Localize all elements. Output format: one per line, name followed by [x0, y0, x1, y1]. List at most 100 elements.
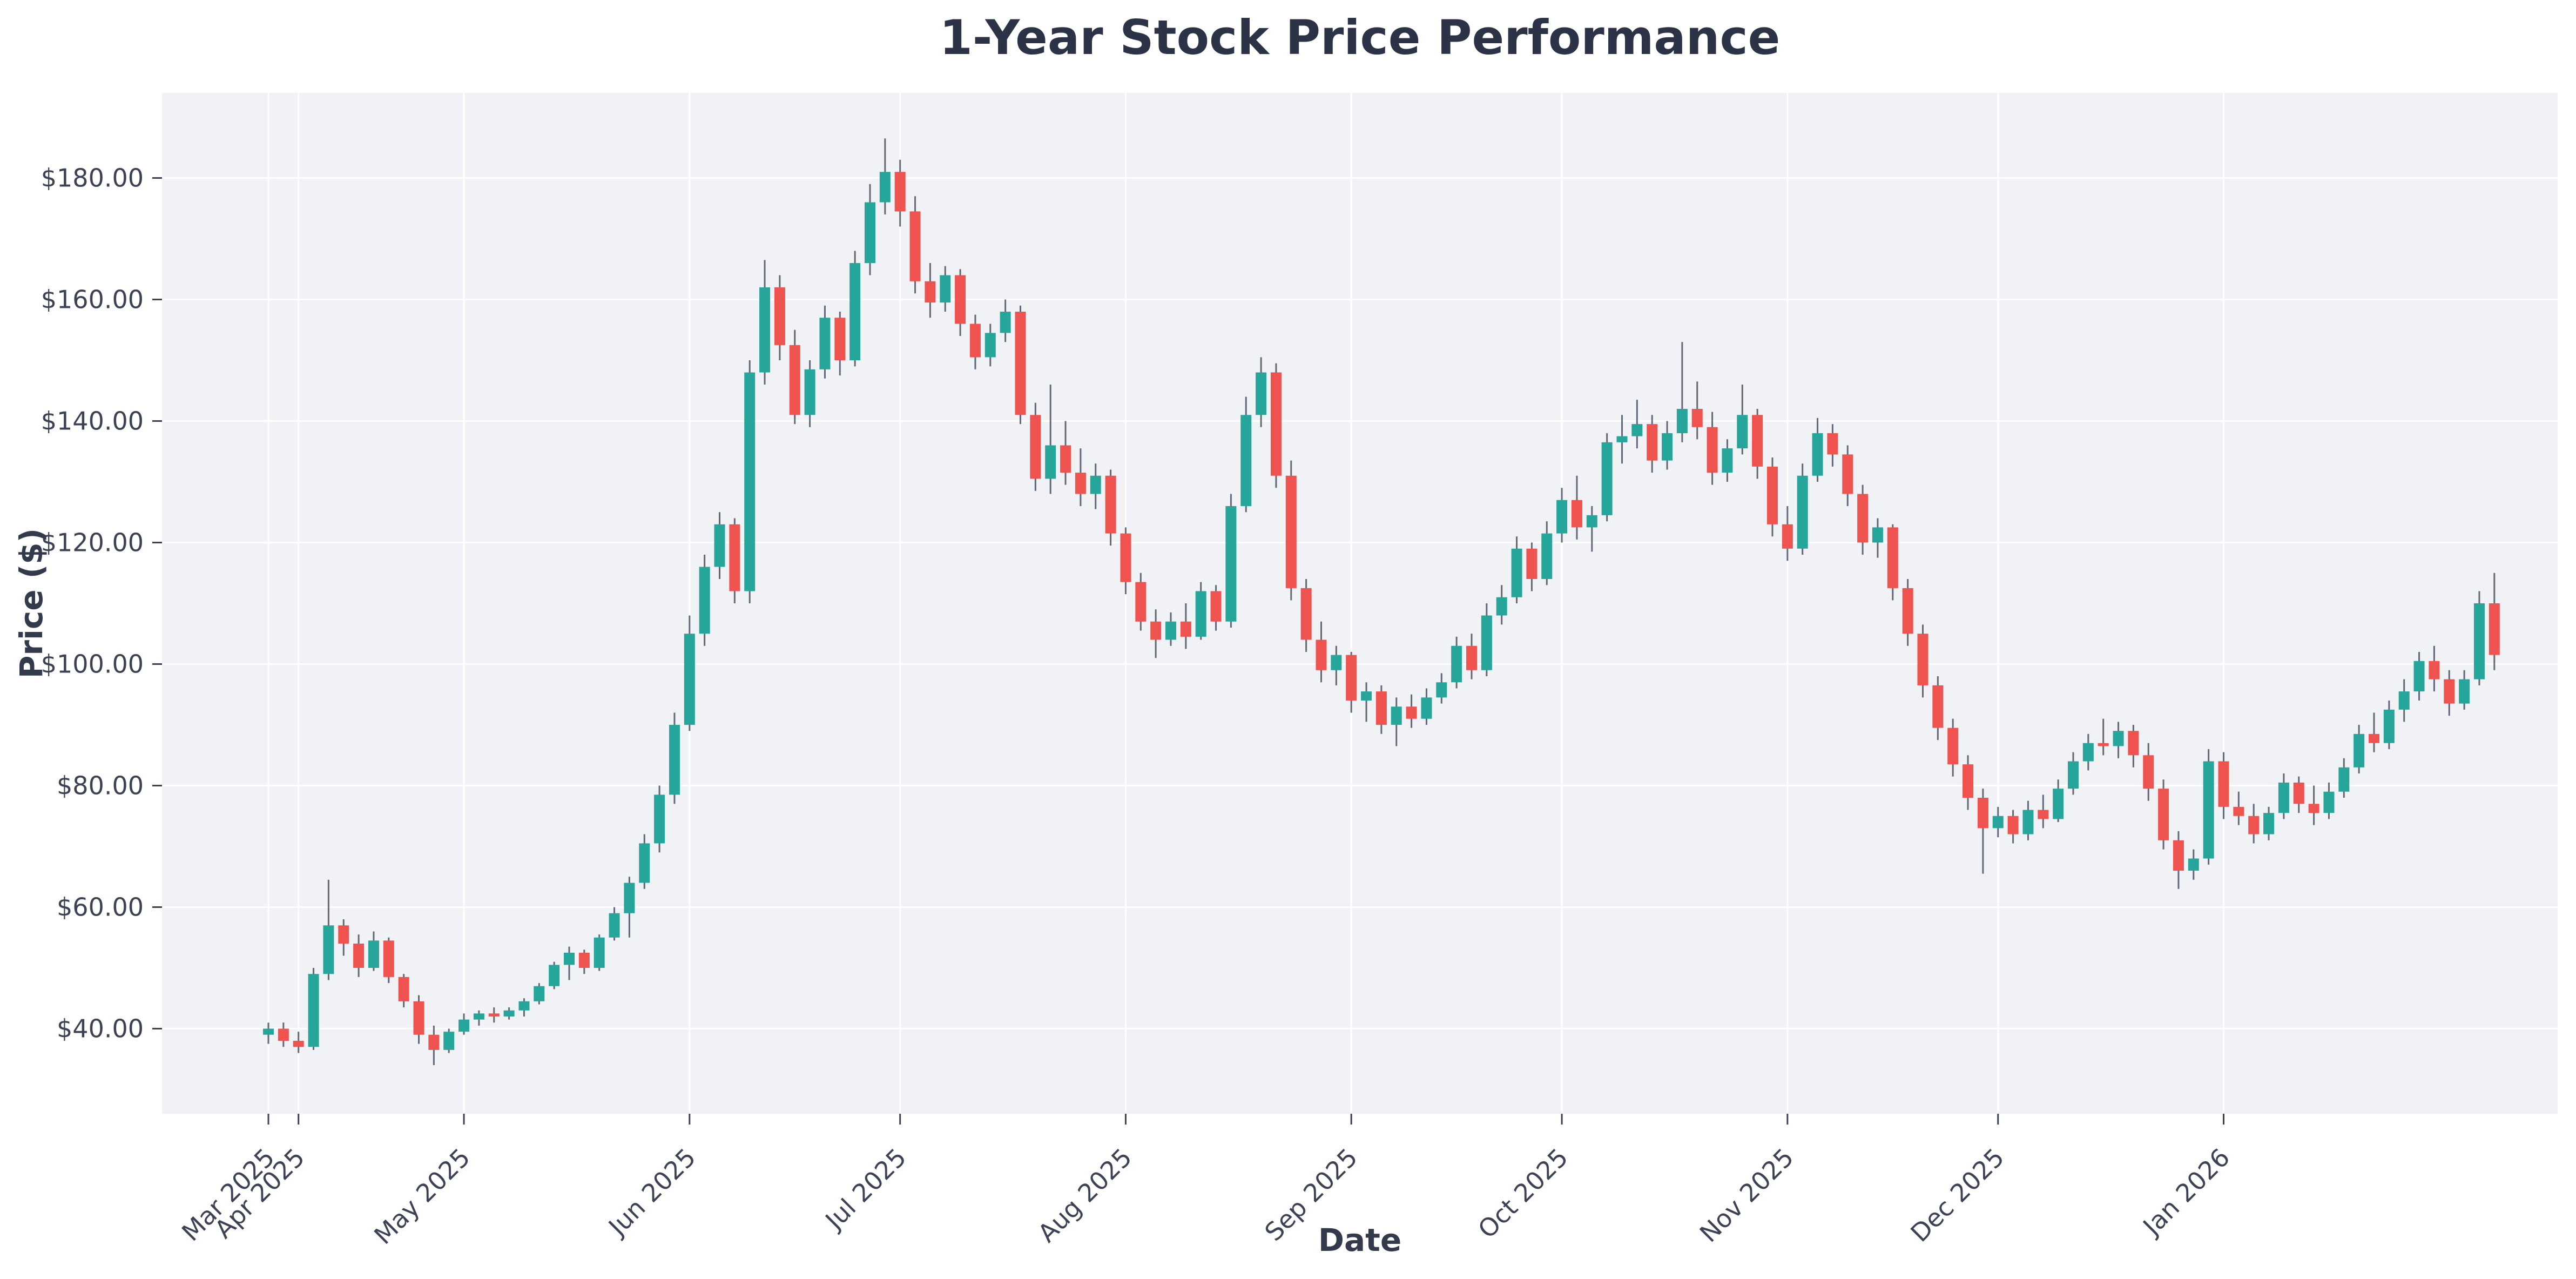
y-tick-label: $60.00 — [57, 893, 144, 922]
candle-down — [909, 211, 921, 281]
candle-up — [2398, 691, 2410, 710]
candle-down — [1571, 500, 1582, 528]
candle-up — [1331, 655, 1342, 670]
candle-up — [2082, 743, 2094, 762]
candle-down — [338, 925, 349, 944]
candle-down — [1782, 524, 1793, 549]
candle-down — [488, 1013, 500, 1017]
candle-up — [759, 287, 771, 373]
candle-down — [1466, 645, 1477, 670]
candle-down — [353, 944, 365, 968]
candle-up — [2459, 679, 2470, 704]
candle-up — [1662, 433, 1673, 461]
candle-down — [1015, 312, 1026, 415]
candle-down — [894, 172, 906, 212]
candle-up — [714, 524, 725, 567]
candle-down — [1375, 691, 1387, 725]
candle-up — [2263, 813, 2275, 834]
candle-down — [1857, 494, 1869, 543]
candle-down — [1210, 591, 1222, 622]
candle-up — [1451, 645, 1462, 683]
candle-up — [263, 1028, 274, 1035]
candle-up — [1361, 691, 1372, 701]
candle-down — [2158, 789, 2169, 840]
candle-up — [1045, 445, 1056, 479]
candle-up — [1631, 424, 1643, 436]
candle-up — [1496, 597, 1507, 616]
y-tick-label: $100.00 — [41, 650, 144, 679]
y-tick-label: $120.00 — [41, 528, 144, 557]
candle-up — [518, 1001, 530, 1011]
candle-up — [2338, 767, 2350, 792]
candle-up — [624, 883, 635, 913]
candle-down — [1300, 588, 1312, 640]
candle-up — [1225, 506, 1237, 622]
candle-up — [804, 369, 815, 415]
candle-down — [1150, 621, 1162, 640]
candle-up — [2203, 761, 2214, 859]
candle-up — [1090, 475, 1101, 494]
y-tick-label: $160.00 — [41, 285, 144, 314]
candle-up — [2278, 782, 2289, 813]
candle-down — [1030, 415, 1041, 479]
candle-down — [1060, 445, 1071, 473]
candle-up — [2413, 661, 2425, 692]
candle-down — [2293, 782, 2304, 804]
candle-up — [744, 372, 756, 591]
candle-down — [1842, 454, 1853, 494]
candle-up — [2022, 810, 2034, 834]
candle-up — [1586, 515, 1597, 528]
candle-down — [1977, 798, 1988, 829]
candle-up — [2473, 603, 2485, 679]
candle-up — [1812, 433, 1823, 476]
candle-down — [1406, 706, 1417, 719]
y-axis-title: Price ($) — [13, 528, 50, 679]
candle-down — [969, 324, 981, 358]
candle-down — [1767, 466, 1778, 524]
candle-up — [1992, 816, 2004, 829]
y-tick-label: $180.00 — [41, 164, 144, 193]
candle-down — [1947, 728, 1959, 765]
candle-up — [1000, 312, 1011, 333]
candle-up — [594, 937, 605, 968]
candle-up — [1556, 500, 1568, 534]
candle-down — [293, 1041, 304, 1047]
candle-up — [1616, 436, 1628, 442]
candle-down — [1887, 527, 1898, 588]
candle-down — [1691, 409, 1703, 427]
candle-up — [549, 965, 560, 986]
candle-up — [684, 634, 695, 725]
candle-up — [1256, 372, 1267, 415]
candle-up — [669, 725, 680, 795]
candle-up — [368, 940, 379, 968]
candle-down — [729, 524, 740, 591]
candle-down — [774, 287, 785, 345]
candle-down — [955, 275, 966, 324]
candle-down — [2143, 755, 2154, 789]
candle-up — [1797, 475, 1808, 549]
candle-down — [2173, 840, 2184, 871]
y-tick-label: $40.00 — [57, 1014, 144, 1044]
candle-down — [398, 977, 409, 1001]
candle-up — [1436, 682, 1447, 698]
candle-up — [2383, 709, 2395, 743]
candle-down — [1270, 372, 1282, 476]
candle-down — [1316, 640, 1327, 670]
candle-down — [789, 345, 800, 415]
candle-down — [1707, 427, 1718, 473]
candle-down — [2218, 761, 2229, 807]
candle-up — [1195, 591, 1206, 637]
candle-up — [1391, 706, 1402, 725]
candle-down — [1902, 588, 1913, 634]
candle-up — [503, 1010, 515, 1017]
candle-up — [2354, 733, 2365, 768]
candle-down — [1752, 415, 1763, 467]
candle-down — [2038, 810, 2049, 819]
candle-up — [2188, 858, 2199, 871]
candle-down — [413, 1001, 424, 1035]
candle-down — [2098, 743, 2109, 746]
candle-down — [2248, 816, 2260, 834]
candle-down — [1827, 433, 1838, 455]
